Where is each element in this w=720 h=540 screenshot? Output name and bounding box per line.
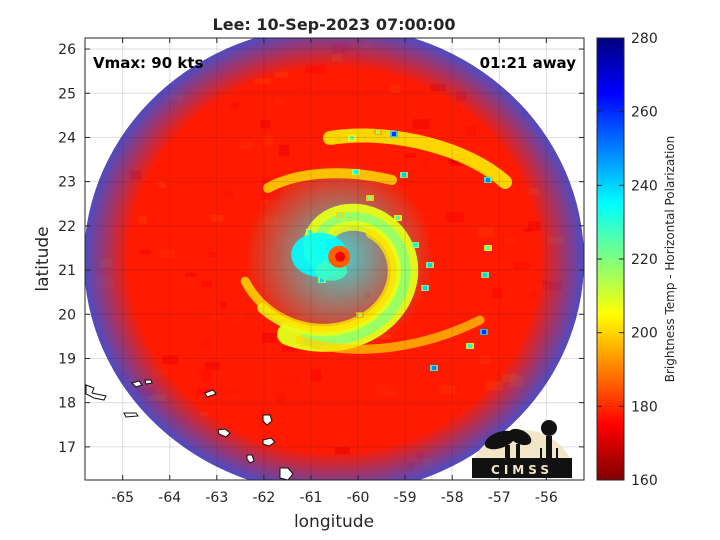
x-tick-label: -57 — [488, 490, 511, 506]
cimss-logo: CIMSS — [472, 420, 572, 478]
island-outline — [85, 384, 107, 401]
colorbar-label: Brightness Temp - Horizontal Polarizatio… — [663, 136, 677, 383]
island-outline — [204, 389, 217, 398]
x-tick-label: -62 — [252, 490, 275, 506]
axes-box — [84, 37, 585, 481]
colorbar-tick-label: 260 — [631, 105, 658, 121]
y-tick-label: 23 — [58, 175, 76, 191]
y-tick-label: 22 — [58, 219, 76, 235]
x-axis-label: longitude — [294, 512, 374, 532]
colorbar-tick-label: 240 — [631, 178, 658, 194]
grid-lines — [85, 38, 584, 480]
coastlines — [85, 379, 294, 480]
island-outline — [262, 437, 276, 447]
colorbar-tick-label: 200 — [631, 326, 658, 342]
island-outline — [144, 379, 153, 385]
island-outline — [246, 454, 255, 464]
y-tick-label: 19 — [58, 351, 76, 367]
y-tick-label: 25 — [58, 86, 76, 102]
x-tick-label: -58 — [441, 490, 464, 506]
brightness-swath — [85, 38, 584, 480]
island-outline — [217, 428, 231, 438]
logo-text: CIMSS — [491, 463, 553, 477]
x-tick-label: -61 — [300, 490, 323, 506]
colorbar-tick-label: 220 — [631, 252, 658, 268]
x-tick-label: -65 — [111, 490, 134, 506]
colorbar-ticks: 160 180 200 220 240 260 280 — [597, 31, 658, 489]
x-tick-label: -56 — [535, 490, 558, 506]
y-axis-label: latitude — [33, 226, 53, 291]
y-tick-label: 20 — [58, 307, 76, 323]
axis-ticks — [85, 38, 584, 480]
colorbar: 160 180 200 220 240 260 280 Brightness Temp - … — [596, 31, 677, 489]
x-tick-labels: -65 -64 -63 -62 -61 -60 -59 -58 -57 -56 — [111, 490, 558, 506]
island-outline — [131, 380, 143, 388]
colorbar-tick-label: 160 — [631, 473, 658, 489]
y-tick-label: 21 — [58, 263, 76, 279]
y-tick-labels: 17 18 19 20 21 22 23 24 25 26 — [58, 42, 76, 456]
island-outline — [279, 467, 294, 480]
y-tick-label: 17 — [58, 440, 76, 456]
x-tick-label: -59 — [394, 490, 417, 506]
y-tick-label: 18 — [58, 396, 76, 412]
x-tick-label: -64 — [158, 490, 181, 506]
logo-silhouette — [472, 420, 572, 478]
y-tick-label: 24 — [58, 130, 76, 146]
island-outline — [123, 412, 139, 418]
chart-title: Lee: 10-Sep-2023 07:00:00 — [213, 15, 456, 34]
colorbar-tick-label: 280 — [631, 31, 658, 47]
colorbar-tick-label: 180 — [631, 399, 658, 415]
x-tick-label: -63 — [205, 490, 228, 506]
island-outline — [262, 414, 273, 426]
x-tick-label: -60 — [347, 490, 370, 506]
time-away-annotation: 01:21 away — [480, 54, 577, 72]
vmax-annotation: Vmax: 90 kts — [93, 54, 203, 72]
y-tick-label: 26 — [58, 42, 76, 58]
